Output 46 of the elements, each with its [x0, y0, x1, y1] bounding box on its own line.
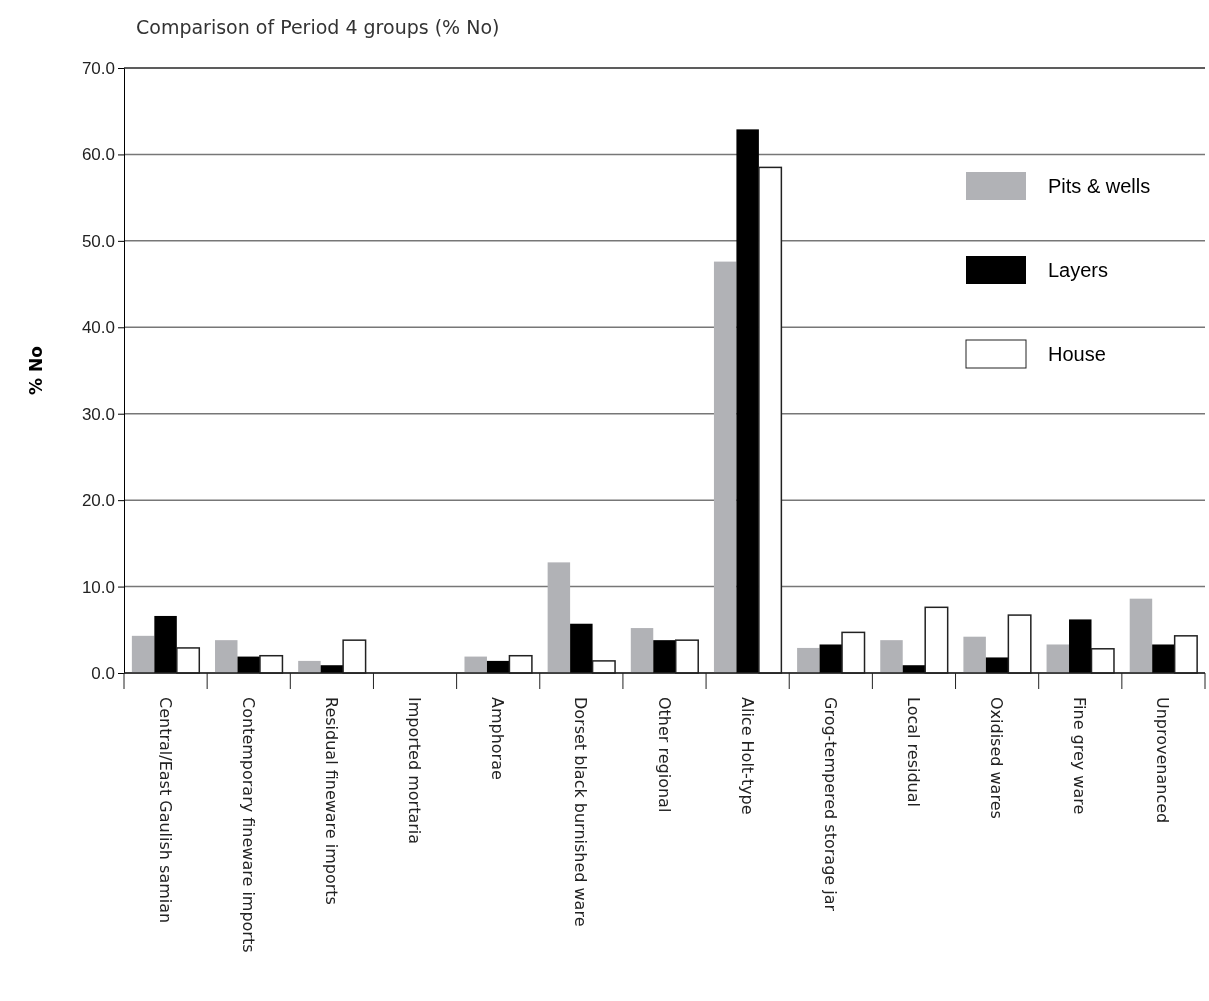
y-tick-label: 10.0	[81, 577, 115, 597]
bar	[819, 644, 843, 673]
x-tick-label: Alice Holt-type	[737, 697, 757, 815]
bar	[570, 623, 593, 673]
x-tick-label: Imported mortaria	[405, 697, 425, 845]
y-tick-label: 50.0	[81, 231, 115, 251]
bar	[464, 656, 487, 673]
x-tick-label: Contemporary fineware imports	[238, 697, 258, 953]
y-tick-label: 70.0	[81, 58, 115, 78]
bar	[215, 640, 238, 673]
x-tick-label: Grog-tempered storage jar	[820, 697, 840, 912]
legend-label: Layers	[1048, 259, 1109, 281]
y-tick-label: 0.0	[91, 663, 115, 683]
bar	[298, 660, 321, 673]
y-tick-label: 30.0	[81, 404, 115, 424]
x-tick-label: Oxidised wares	[987, 697, 1007, 819]
legend-label: House	[1048, 343, 1106, 365]
x-tick-label: Central/East Gaulish samian	[155, 697, 175, 924]
bar	[880, 640, 903, 673]
legend-label: Pits & wells	[1048, 175, 1151, 197]
bar	[131, 635, 155, 673]
x-tick-label: Residual fineware imports	[321, 697, 341, 905]
y-axis-title: % No	[26, 346, 46, 395]
bar	[985, 657, 1009, 673]
bar	[1152, 644, 1175, 673]
y-tick-label: 20.0	[81, 491, 115, 511]
x-tick-label: Local residual	[903, 697, 923, 807]
bar	[1069, 619, 1092, 673]
x-tick-label: Other regional	[654, 697, 674, 813]
bar	[630, 628, 654, 673]
x-tick-label: Amphorae	[488, 697, 508, 780]
bar	[547, 562, 571, 673]
bar	[713, 261, 737, 673]
bar	[154, 615, 177, 673]
chart-title: Comparison of Period 4 groups (% No)	[136, 16, 500, 38]
y-tick-label: 60.0	[81, 145, 115, 165]
bar	[653, 640, 676, 673]
bar	[1129, 598, 1153, 673]
bar	[736, 129, 759, 673]
y-tick-label: 40.0	[81, 318, 115, 338]
x-tick-label: Unprovenanced	[1153, 697, 1173, 824]
x-tick-label: Fine grey ware	[1070, 697, 1090, 815]
bar	[963, 636, 986, 673]
x-tick-label: Dorset black burnished ware	[571, 697, 591, 927]
bar	[1046, 644, 1070, 673]
bar	[797, 647, 820, 673]
